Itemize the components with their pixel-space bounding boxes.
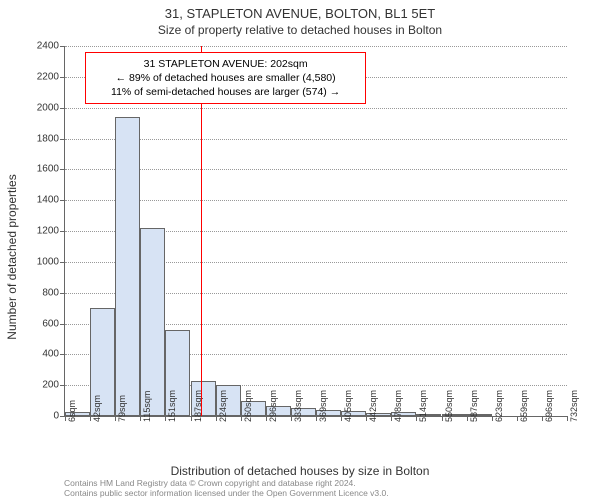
x-tick-label: 42sqm: [92, 395, 102, 422]
y-tick-label: 400: [42, 349, 59, 360]
x-tick-label: 696sqm: [544, 390, 554, 422]
y-tick-mark: [60, 354, 65, 355]
x-tick-mark: [467, 416, 468, 421]
x-tick-label: 405sqm: [343, 390, 353, 422]
legend-line-1: 31 STAPLETON AVENUE: 202sqm: [92, 57, 359, 71]
y-tick-mark: [60, 139, 65, 140]
x-tick-label: 550sqm: [444, 390, 454, 422]
y-tick-label: 200: [42, 380, 59, 391]
y-tick-label: 1600: [37, 164, 59, 175]
attribution-line-2: Contains public sector information licen…: [64, 488, 389, 498]
histogram-bar: [115, 117, 140, 416]
x-tick-mark: [492, 416, 493, 421]
x-tick-label: 296sqm: [268, 390, 278, 422]
titles: 31, STAPLETON AVENUE, BOLTON, BL1 5ET Si…: [0, 0, 600, 37]
y-tick-label: 1400: [37, 195, 59, 206]
x-tick-label: 732sqm: [569, 390, 579, 422]
y-tick-label: 0: [53, 411, 59, 422]
y-tick-mark: [60, 293, 65, 294]
y-tick-label: 600: [42, 318, 59, 329]
legend-line-3: 11% of semi-detached houses are larger (…: [92, 85, 359, 99]
y-tick-label: 1800: [37, 133, 59, 144]
x-tick-label: 442sqm: [368, 390, 378, 422]
y-tick-mark: [60, 108, 65, 109]
histogram-bar: [140, 228, 165, 416]
x-tick-mark: [542, 416, 543, 421]
address-title: 31, STAPLETON AVENUE, BOLTON, BL1 5ET: [0, 6, 600, 21]
x-tick-mark: [90, 416, 91, 421]
attribution: Contains HM Land Registry data © Crown c…: [64, 478, 389, 498]
x-tick-mark: [216, 416, 217, 421]
y-tick-mark: [60, 231, 65, 232]
x-tick-mark: [517, 416, 518, 421]
y-tick-mark: [60, 262, 65, 263]
x-tick-label: 369sqm: [318, 390, 328, 422]
grid-line: [65, 200, 567, 201]
y-tick-mark: [60, 77, 65, 78]
x-tick-mark: [241, 416, 242, 421]
y-tick-mark: [60, 200, 65, 201]
y-tick-label: 800: [42, 287, 59, 298]
x-tick-label: 587sqm: [469, 390, 479, 422]
x-tick-mark: [191, 416, 192, 421]
y-tick-label: 1200: [37, 226, 59, 237]
x-tick-label: 79sqm: [117, 395, 127, 422]
y-tick-label: 2000: [37, 102, 59, 113]
grid-line: [65, 108, 567, 109]
chart-subtitle: Size of property relative to detached ho…: [0, 23, 600, 37]
y-tick-label: 1000: [37, 256, 59, 267]
legend-line-2: ← 89% of detached houses are smaller (4,…: [92, 71, 359, 85]
chart-container: 31, STAPLETON AVENUE, BOLTON, BL1 5ET Si…: [0, 0, 600, 500]
y-tick-label: 2400: [37, 41, 59, 52]
y-axis-label: Number of detached properties: [5, 174, 19, 339]
x-tick-mark: [266, 416, 267, 421]
y-tick-mark: [60, 169, 65, 170]
x-tick-label: 659sqm: [519, 390, 529, 422]
grid-line: [65, 169, 567, 170]
grid-line: [65, 46, 567, 47]
x-tick-label: 6sqm: [67, 400, 77, 422]
y-tick-mark: [60, 385, 65, 386]
x-tick-mark: [341, 416, 342, 421]
x-axis-label: Distribution of detached houses by size …: [0, 464, 600, 478]
x-tick-label: 260sqm: [243, 390, 253, 422]
x-tick-mark: [65, 416, 66, 421]
plot-area: 0200400600800100012001400160018002000220…: [64, 46, 567, 417]
x-tick-mark: [316, 416, 317, 421]
x-tick-mark: [291, 416, 292, 421]
x-tick-label: 151sqm: [167, 390, 177, 422]
x-tick-mark: [567, 416, 568, 421]
legend-box: 31 STAPLETON AVENUE: 202sqm ← 89% of det…: [85, 52, 366, 105]
x-tick-mark: [442, 416, 443, 421]
x-tick-label: 224sqm: [218, 390, 228, 422]
y-tick-label: 2200: [37, 71, 59, 82]
x-tick-label: 514sqm: [418, 390, 428, 422]
grid-line: [65, 139, 567, 140]
x-tick-label: 115sqm: [142, 391, 152, 422]
attribution-line-1: Contains HM Land Registry data © Crown c…: [64, 478, 389, 488]
x-tick-label: 333sqm: [293, 390, 303, 422]
x-tick-label: 478sqm: [393, 390, 403, 422]
y-tick-mark: [60, 46, 65, 47]
y-tick-mark: [60, 324, 65, 325]
x-tick-label: 623sqm: [494, 390, 504, 422]
